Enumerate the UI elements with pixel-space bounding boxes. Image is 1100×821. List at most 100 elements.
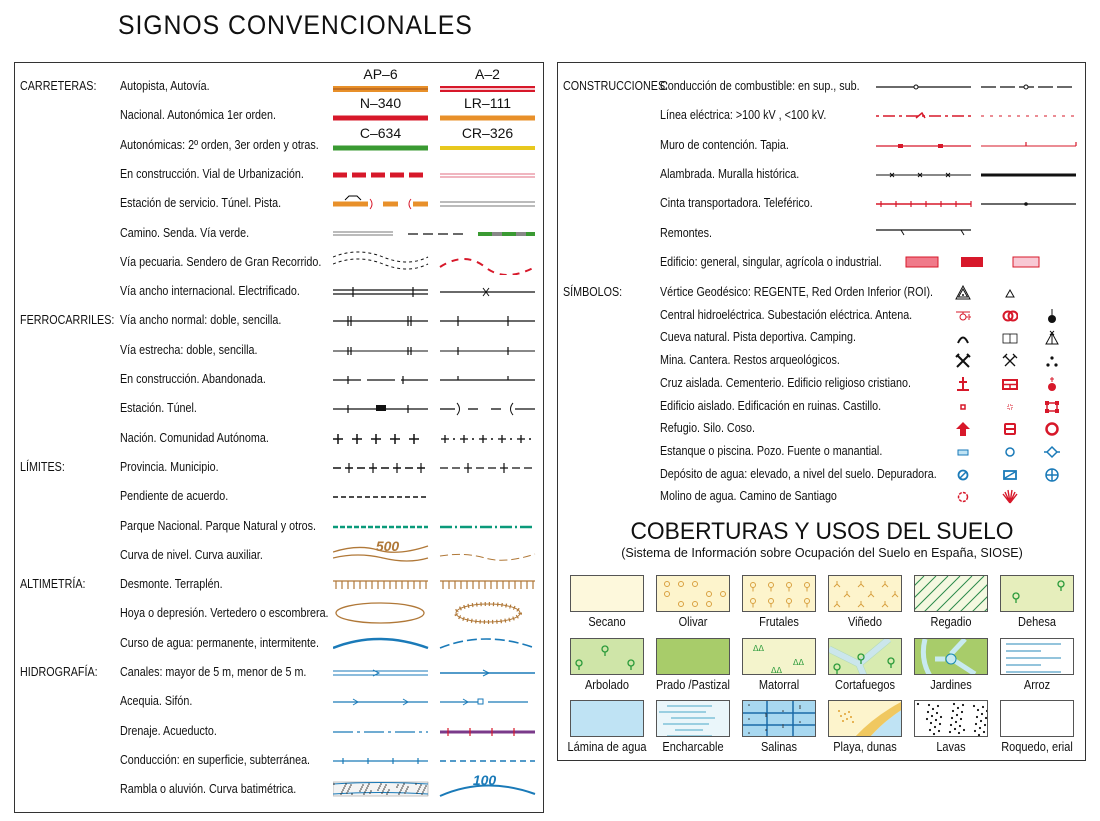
- wall-symbol: [876, 128, 1081, 163]
- legend-row-label: Vía estrecha: doble, sencilla.: [120, 342, 258, 357]
- coverage-tile: [742, 700, 816, 737]
- pipe-symbol: [333, 743, 538, 778]
- road-label: 500: [375, 537, 400, 554]
- coverage-tile-label: Lavas: [936, 740, 966, 754]
- legend-row-label: Acequia. Sifón.: [120, 694, 193, 709]
- legend-row-label: Nacional. Autonómica 1er orden.: [120, 108, 276, 123]
- coverage-tile-label: Secano: [588, 615, 626, 629]
- legend-row-label: Central hidroeléctrica. Subestación eléc…: [660, 307, 913, 322]
- legend-row-label: Muro de contención. Tapia.: [660, 137, 789, 152]
- well-icon: [1002, 444, 1018, 465]
- water-tank-icon: [1002, 467, 1018, 488]
- legend-row-label: Conducción de combustible: en sup., sub.: [660, 79, 860, 93]
- cutting-symbol: [333, 567, 538, 602]
- fence-symbol: [876, 157, 1081, 192]
- category-label: CARRETERAS:: [20, 79, 97, 93]
- legend-row-label: Línea eléctrica: >100 kV , <100 kV.: [660, 108, 827, 123]
- coverage-tile-label: Encharcable: [662, 740, 724, 754]
- mine-icon: [955, 353, 971, 374]
- legend-row-label: Remontes.: [660, 225, 712, 240]
- coverage-tile: [656, 637, 730, 675]
- legend-row-label: Vía pecuaria. Sendero de Gran Recorrido.: [120, 254, 322, 269]
- rail-normal-symbol: [333, 303, 538, 338]
- coverage-tile: [914, 637, 988, 675]
- legend-row-label: Molino de agua. Camino de Santiago: [660, 489, 837, 504]
- geodesic-roi-icon: [1002, 285, 1018, 306]
- canal-symbol: [333, 655, 538, 690]
- legend-row-label: Pendiente de acuerdo.: [120, 489, 229, 504]
- coverage-tile: [570, 575, 644, 612]
- camping-icon: [1044, 330, 1060, 351]
- legend-row-label: Vía ancho internacional. Electrificado.: [120, 284, 300, 299]
- coverage-tile: [828, 700, 902, 737]
- legend-row-label: Desmonte. Terraplén.: [120, 577, 223, 592]
- category-label: CONSTRUCCIONES:: [563, 79, 669, 93]
- border-park-symbol: [333, 509, 538, 544]
- coverage-tile-label: Viñedo: [847, 615, 883, 629]
- legend-row-label: Alambrada. Muralla histórica.: [660, 166, 800, 181]
- coverage-tile-label: Prado /Pastizal: [655, 677, 730, 692]
- legend-row-label: Edificio: general, singular, agrícola o …: [660, 254, 882, 269]
- rail-construction-symbol: [333, 362, 538, 397]
- pool-icon: [955, 444, 971, 465]
- legend-row-label: Curva de nivel. Curva auxiliar.: [120, 547, 263, 562]
- silo-icon: [1002, 421, 1018, 442]
- legend-row-label: Cinta transportadora. Teleférico.: [660, 196, 813, 211]
- legend-row-label: Drenaje. Acueducto.: [120, 723, 217, 738]
- coverage-tile-label: Arbolado: [584, 677, 630, 692]
- legend-row-label: Cueva natural. Pista deportiva. Camping.: [660, 330, 856, 345]
- coverage-tile-label: Dehesa: [1018, 615, 1056, 629]
- coverage-tile: [742, 575, 816, 612]
- drain-symbol: [333, 714, 538, 749]
- depression-symbol: [333, 596, 538, 631]
- road-construction-symbol: [333, 157, 538, 192]
- legend-row-label: Vía ancho normal: doble, sencilla.: [120, 313, 282, 328]
- hydro-plant-icon: [955, 308, 971, 329]
- legend-row-label: Hoya o depresión. Vertedero o escombrera…: [120, 606, 329, 621]
- cross-icon: [955, 376, 971, 397]
- road-label: LR–111: [464, 95, 511, 112]
- road-label: N–340: [359, 95, 402, 112]
- coverage-tile: [1000, 700, 1074, 737]
- road-label: 100: [472, 772, 497, 789]
- legend-row-label: Edificio aislado. Edificación en ruinas.…: [660, 398, 882, 413]
- legend-row-label: Cruz aislada. Cementerio. Edificio relig…: [660, 375, 911, 390]
- legend-row-label: Vértice Geodésico: REGENTE, Red Orden In…: [660, 285, 934, 299]
- building-symbol: [876, 245, 1081, 280]
- coverage-tile: [828, 575, 902, 612]
- legend-row-label: Refugio. Silo. Coso.: [660, 421, 756, 436]
- legend-row-label: Rambla o aluvión. Curva batimétrica.: [120, 782, 297, 797]
- coverage-tile-label: Cortafuegos: [835, 677, 895, 692]
- legend-row-label: Autopista, Autovía.: [120, 79, 210, 93]
- power-line-symbol: [876, 98, 1081, 133]
- coverage-tile-label: Olivar: [678, 615, 708, 629]
- coverage-title: COBERTURAS Y USOS DEL SUELO: [630, 518, 1014, 545]
- coverage-tile: ᐃᐃ ᐃᐃ ᐃᐃ: [742, 637, 816, 675]
- sports-court-icon: [1002, 330, 1018, 351]
- rail-narrow-symbol: [333, 333, 538, 368]
- coverage-tile: [656, 575, 730, 612]
- coverage-tile-label: Jardines: [930, 677, 972, 692]
- path-symbol: [333, 216, 538, 251]
- coverage-tile-label: Regadio: [930, 615, 972, 629]
- quarry-icon: [1002, 353, 1018, 374]
- road-label: C–634: [359, 124, 402, 141]
- road-label: AP–6: [363, 66, 398, 82]
- legend-row-label: Camino. Senda. Vía verde.: [120, 225, 250, 240]
- legend-row-label: Curso de agua: permanente, intermitente.: [120, 635, 319, 650]
- geodesic-regente-icon: [955, 284, 971, 306]
- rail-station-symbol: [333, 391, 538, 426]
- cave-icon: [955, 330, 971, 351]
- spring-icon: [1044, 444, 1060, 465]
- legend-row-label: Depósito de agua: elevado, a nivel del s…: [660, 466, 937, 481]
- substation-icon: [1002, 308, 1019, 329]
- road-regional-symbol: [333, 128, 538, 163]
- legend-row-label: Estanque o piscina. Pozo. Fuente o manan…: [660, 443, 883, 458]
- ditch-symbol: [333, 684, 538, 719]
- shelter-icon: [955, 421, 971, 442]
- fuel-pipe-symbol: [876, 69, 1081, 104]
- category-label: LÍMITES:: [20, 459, 65, 474]
- cattle-trail-symbol: [332, 245, 538, 280]
- legend-row-label: Conducción: en superficie, subterránea.: [120, 752, 311, 767]
- bullring-icon: [1044, 421, 1060, 442]
